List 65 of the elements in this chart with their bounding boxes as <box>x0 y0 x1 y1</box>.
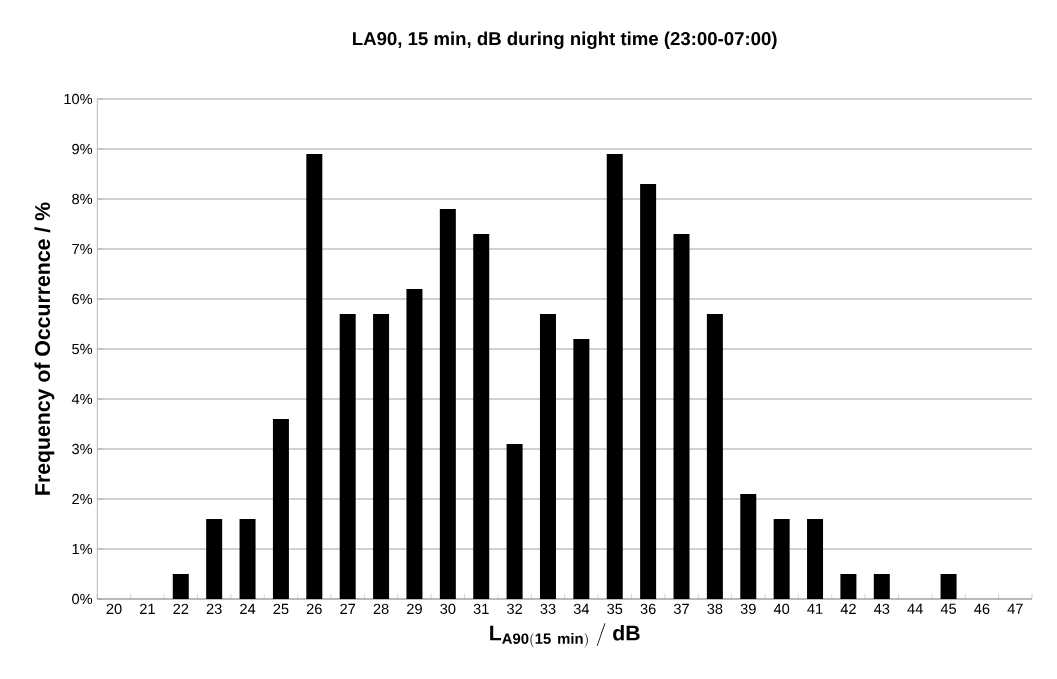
bar <box>239 519 256 599</box>
y-tick-label: 2% <box>72 493 93 505</box>
x-tick-label: 44 <box>907 603 923 614</box>
x-tick-label: 27 <box>340 603 356 614</box>
bar <box>172 574 189 599</box>
y-axis-title: Frequency of Occurrence / % <box>34 202 55 495</box>
x-axis-title: $\mathbf{L_{A90(15\ min)}\ /\ dB}$ <box>490 623 640 648</box>
bar <box>706 313 723 599</box>
x-tick-label: 29 <box>407 603 422 615</box>
chart-title: LA90, 15 min, dB during night time (23:00-07:00) <box>353 31 777 49</box>
bar <box>840 574 857 599</box>
bar <box>940 574 957 599</box>
x-tick-label: 25 <box>273 603 289 615</box>
x-tick-label: 32 <box>507 603 522 615</box>
bar <box>740 494 757 599</box>
x-tick-label: 36 <box>640 603 656 615</box>
x-tick-label: 24 <box>240 603 256 614</box>
bar <box>339 313 356 599</box>
bar <box>640 183 657 599</box>
x-tick-label: 28 <box>373 603 389 615</box>
y-tick-label: 1% <box>72 543 93 555</box>
y-tick-label: 0% <box>72 593 93 605</box>
x-tick-label: 40 <box>773 603 790 615</box>
bar <box>773 519 790 599</box>
bar <box>206 519 223 599</box>
bar <box>506 444 523 599</box>
x-tick-label: 22 <box>173 603 189 614</box>
bar <box>306 153 323 599</box>
x-tick-label: 42 <box>840 603 856 614</box>
bar <box>406 288 423 599</box>
x-tick-label: 23 <box>206 603 222 615</box>
bar <box>272 419 289 599</box>
x-tick-label: 38 <box>707 603 723 615</box>
bar <box>539 313 556 599</box>
bar <box>606 153 623 599</box>
bar <box>573 338 590 599</box>
x-tick-label: 30 <box>440 603 456 615</box>
x-tick-label: 33 <box>540 603 556 615</box>
bar <box>439 208 456 599</box>
x-tick-label: 39 <box>740 603 756 615</box>
y-tick-label: 6% <box>72 293 93 305</box>
x-tick-label: 47 <box>1007 603 1023 614</box>
x-tick-label: 26 <box>306 603 322 615</box>
y-tick-label: 4% <box>71 393 93 405</box>
bar <box>373 313 390 599</box>
y-tick-label: 3% <box>72 443 93 455</box>
bar <box>673 233 690 599</box>
bar <box>873 574 890 599</box>
x-tick-label: 37 <box>673 603 689 615</box>
x-tick-label: 46 <box>974 603 990 615</box>
x-tick-label: 35 <box>607 603 623 615</box>
x-tick-label: 41 <box>807 603 823 614</box>
y-tick-label: 5% <box>72 343 93 355</box>
x-tick-label: 34 <box>573 603 590 615</box>
y-tick-label: 10% <box>64 93 93 105</box>
x-tick-label: 20 <box>106 603 122 615</box>
bar <box>473 233 490 599</box>
y-tick-label: 7% <box>72 243 93 255</box>
x-tick-label: 31 <box>473 603 489 615</box>
y-tick-label: 9% <box>72 143 93 155</box>
x-tick-label: 43 <box>874 603 890 615</box>
bar <box>807 519 824 599</box>
x-tick-label: 21 <box>140 603 155 614</box>
y-tick-label: 8% <box>72 193 93 205</box>
x-tick-label: 45 <box>940 603 957 614</box>
